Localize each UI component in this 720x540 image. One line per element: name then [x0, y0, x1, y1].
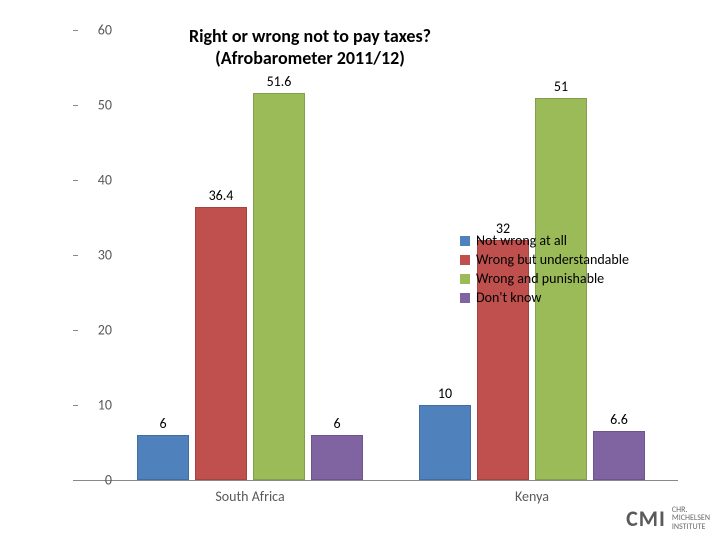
- legend-swatch: [460, 255, 470, 265]
- chart-container: Right or wrong not to pay taxes? (Afroba…: [0, 0, 720, 540]
- bar-value-label: 10: [415, 385, 475, 402]
- bar: [311, 435, 363, 480]
- bar-value-label: 32: [473, 220, 533, 237]
- bar: [195, 207, 247, 480]
- legend-swatch: [460, 236, 470, 246]
- y-axis-label: 60: [42, 22, 112, 39]
- cmi-logo: CMI CHR. MICHELSEN INSTITUTE: [626, 505, 710, 532]
- y-axis-label: 40: [42, 172, 112, 189]
- legend-item: Don't know: [460, 289, 629, 306]
- y-axis-label: 10: [42, 397, 112, 414]
- bar-value-label: 36.4: [191, 187, 251, 204]
- category-label: South Africa: [215, 488, 284, 505]
- y-axis-label: 30: [42, 247, 112, 264]
- bar: [137, 435, 189, 480]
- bar-value-label: 6: [133, 415, 193, 432]
- logo-mark: CMI: [626, 505, 666, 532]
- bar: [593, 431, 645, 481]
- bar-value-label: 6: [307, 415, 367, 432]
- legend-swatch: [460, 274, 470, 284]
- logo-text: CHR. MICHELSEN INSTITUTE: [672, 506, 710, 531]
- legend-label: Don't know: [476, 289, 541, 306]
- y-axis-label: 0: [42, 472, 112, 489]
- bar: [253, 93, 305, 480]
- legend: Not wrong at allWrong but understandable…: [460, 232, 629, 308]
- bar: [419, 405, 471, 480]
- legend-item: Wrong and punishable: [460, 270, 629, 287]
- legend-swatch: [460, 293, 470, 303]
- legend-item: Wrong but understandable: [460, 251, 629, 268]
- y-axis-label: 50: [42, 97, 112, 114]
- bar-value-label: 51: [531, 78, 591, 95]
- bar-value-label: 51.6: [249, 73, 309, 90]
- category-label: Kenya: [515, 488, 549, 505]
- y-axis-label: 20: [42, 322, 112, 339]
- legend-label: Wrong but understandable: [476, 251, 629, 268]
- bar-value-label: 6.6: [589, 411, 649, 428]
- legend-label: Wrong and punishable: [476, 270, 604, 287]
